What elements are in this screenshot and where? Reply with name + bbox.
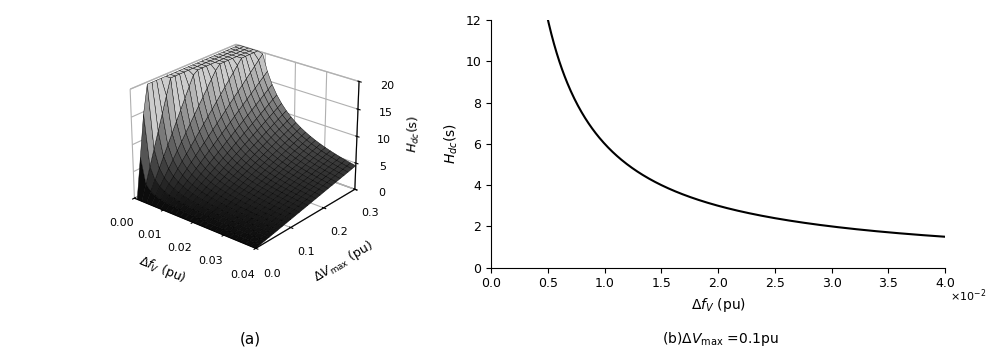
- Text: (b)$\Delta V_{\max}$ =0.1pu: (b)$\Delta V_{\max}$ =0.1pu: [662, 330, 778, 348]
- Y-axis label: $\Delta V_{\max}$ (pu): $\Delta V_{\max}$ (pu): [310, 237, 376, 286]
- Y-axis label: $H_{dc}$(s): $H_{dc}$(s): [443, 123, 460, 164]
- X-axis label: $\Delta f_{V}$ (pu): $\Delta f_{V}$ (pu): [136, 252, 189, 287]
- X-axis label: $\Delta f_{V}$ (pu): $\Delta f_{V}$ (pu): [691, 296, 746, 314]
- Text: (a): (a): [239, 331, 261, 346]
- Text: $\times10^{-2}$: $\times10^{-2}$: [950, 288, 986, 304]
